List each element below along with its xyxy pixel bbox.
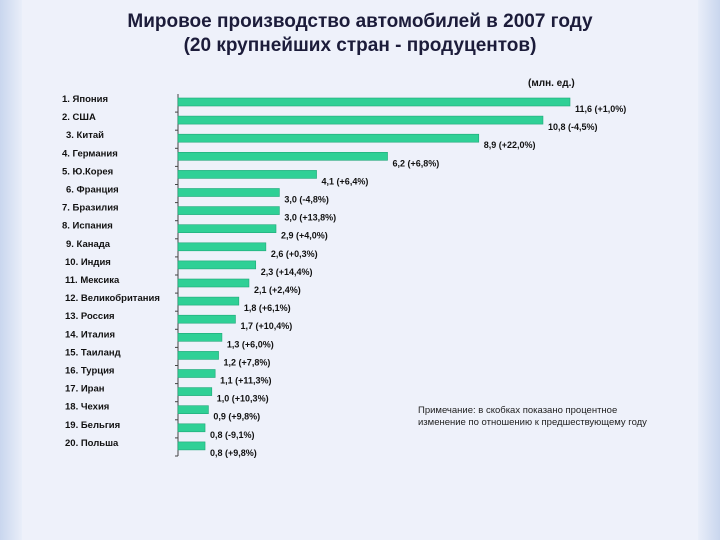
data-label: 2,9 (+4,0%)	[281, 231, 328, 241]
bar	[177, 423, 206, 433]
bar	[177, 206, 280, 215]
bar	[177, 133, 480, 143]
category-label: 6. Франция	[66, 185, 119, 196]
bar	[177, 351, 219, 360]
category-label: 8. Испания	[62, 221, 113, 232]
bar	[177, 152, 388, 161]
category-label: 16. Турция	[65, 366, 114, 377]
data-label: 3,0 (-4,8%)	[284, 195, 329, 205]
category-label: 19. Бельгия	[65, 420, 120, 431]
category-label: 17. Иран	[65, 384, 105, 395]
data-label: 6,2 (+6,8%)	[393, 158, 440, 168]
category-label: 11. Мексика	[65, 275, 120, 286]
bar	[177, 224, 277, 233]
category-label: 14. Италия	[65, 329, 115, 340]
bar	[177, 441, 206, 451]
category-label: 4. Германия	[62, 148, 118, 159]
category-label: 18. Чехия	[65, 402, 109, 413]
data-label: 3,0 (+13,8%)	[284, 213, 336, 223]
bar	[177, 387, 213, 396]
bar	[177, 332, 223, 342]
data-label: 11,6 (+1,0%)	[575, 104, 626, 114]
units-label: (млн. ед.)	[528, 78, 575, 89]
bar	[177, 115, 544, 125]
data-label: 1,0 (+10,3%)	[217, 394, 269, 404]
data-label: 10,8 (-4,5%)	[548, 122, 598, 132]
bar	[177, 170, 317, 179]
data-label: 1,1 (+11,3%)	[220, 376, 271, 386]
bar	[177, 188, 280, 197]
bar	[177, 242, 267, 252]
bar	[177, 405, 209, 415]
data-label: 8,9 (+22,0%)	[484, 140, 536, 150]
category-label: 2. США	[62, 112, 96, 123]
bar	[177, 296, 240, 306]
title-line-1: Мировое производство автомобилей в 2007 …	[127, 11, 593, 32]
category-label: 5. Ю.Корея	[62, 166, 113, 177]
data-label: 2,1 (+2,4%)	[254, 285, 301, 295]
title-line-2: (20 крупнейших стран - продуцентов)	[183, 35, 537, 56]
bar	[177, 260, 257, 270]
category-label: 20. Польша	[65, 438, 119, 449]
category-label: 10. Индия	[65, 257, 111, 268]
category-label: 3. Китай	[66, 130, 104, 141]
chart-title: Мировое производство автомобилей в 2007 …	[0, 10, 720, 58]
data-label: 4,1 (+6,4%)	[322, 176, 369, 186]
data-label: 1,8 (+6,1%)	[244, 303, 291, 313]
data-label: 0,8 (+9,8%)	[210, 448, 257, 458]
background-strip-right	[698, 0, 720, 540]
bar	[177, 278, 250, 288]
bar	[177, 314, 236, 324]
category-label: 13. Россия	[65, 311, 115, 322]
bar	[177, 97, 571, 107]
data-label: 1,7 (+10,4%)	[240, 321, 292, 331]
data-label: 2,3 (+14,4%)	[261, 267, 313, 277]
bar	[177, 369, 216, 378]
category-label: 1. Япония	[62, 94, 108, 105]
background-strip-left	[0, 0, 22, 540]
category-label: 9. Канада	[66, 239, 111, 250]
data-label: 1,3 (+6,0%)	[227, 339, 274, 349]
category-label: 12. Великобритания	[65, 293, 160, 304]
data-label: 0,8 (-9,1%)	[210, 430, 255, 440]
data-label: 1,2 (+7,8%)	[224, 357, 271, 367]
category-label: 15. Таиланд	[65, 347, 121, 358]
data-label: 2,6 (+0,3%)	[271, 249, 318, 259]
footnote: Примечание: в скобках показано процентно…	[418, 405, 647, 428]
data-label: 0,9 (+9,8%)	[213, 412, 260, 422]
category-label: 7. Бразилия	[62, 203, 119, 214]
